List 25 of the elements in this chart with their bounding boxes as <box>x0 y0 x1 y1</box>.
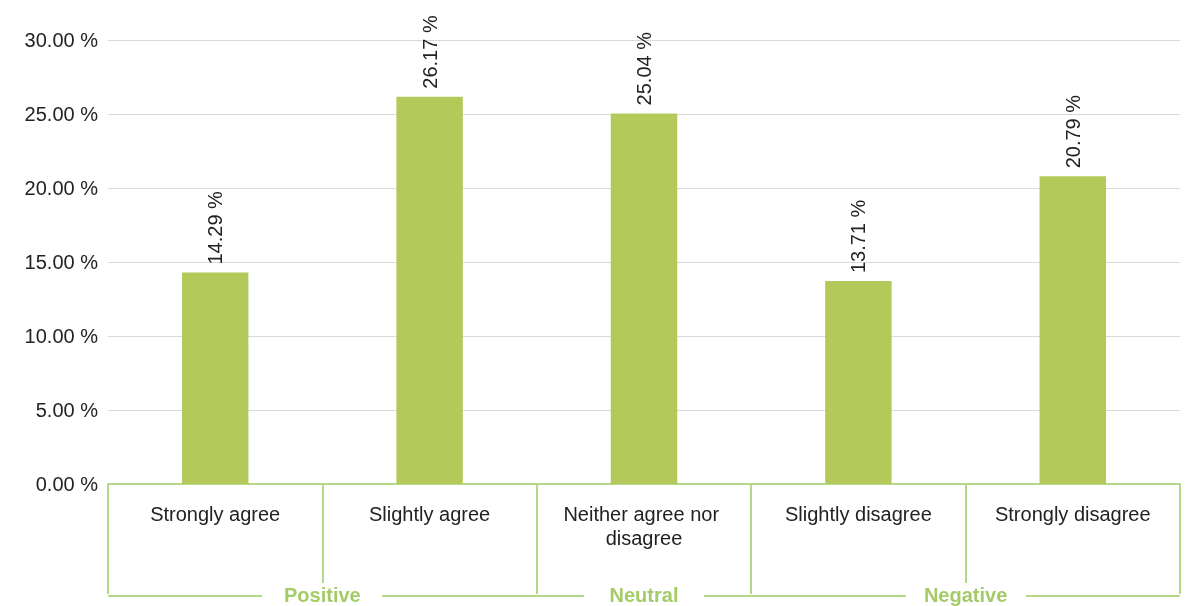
data-label: 25.04 % <box>633 31 655 106</box>
data-label: 13.71 % <box>847 199 870 274</box>
bar <box>396 96 463 484</box>
x-tick-label: Strongly agree <box>150 503 281 525</box>
bar <box>181 272 249 484</box>
y-tick-label: 10.00 % <box>24 325 99 347</box>
y-tick-label: 30.00 % <box>24 29 99 51</box>
bar <box>825 281 892 484</box>
y-tick-label: 25.00 % <box>24 103 99 125</box>
text: Neutral <box>584 583 704 606</box>
text: Negative <box>905 583 1026 606</box>
x-tick-label: Slightly agree <box>369 503 491 525</box>
data-label: 20.79 % <box>1061 94 1084 169</box>
x-tick-label: Neither agree nor disagree <box>563 503 725 549</box>
data-label: 26.17 % <box>418 15 441 89</box>
y-tick-label: 0.00 % <box>35 473 99 495</box>
data-label: 14.29 % <box>204 190 227 265</box>
bar <box>610 113 678 484</box>
text: Positive <box>262 583 383 606</box>
x-tick-label: Strongly disagree <box>994 503 1151 525</box>
y-tick-label: 15.00 % <box>24 251 99 273</box>
x-tick-label: Slightly disagree <box>785 503 932 525</box>
y-tick-label: 5.00 % <box>35 399 99 421</box>
bar <box>1039 176 1107 484</box>
y-tick-label: 20.00 % <box>24 177 99 199</box>
